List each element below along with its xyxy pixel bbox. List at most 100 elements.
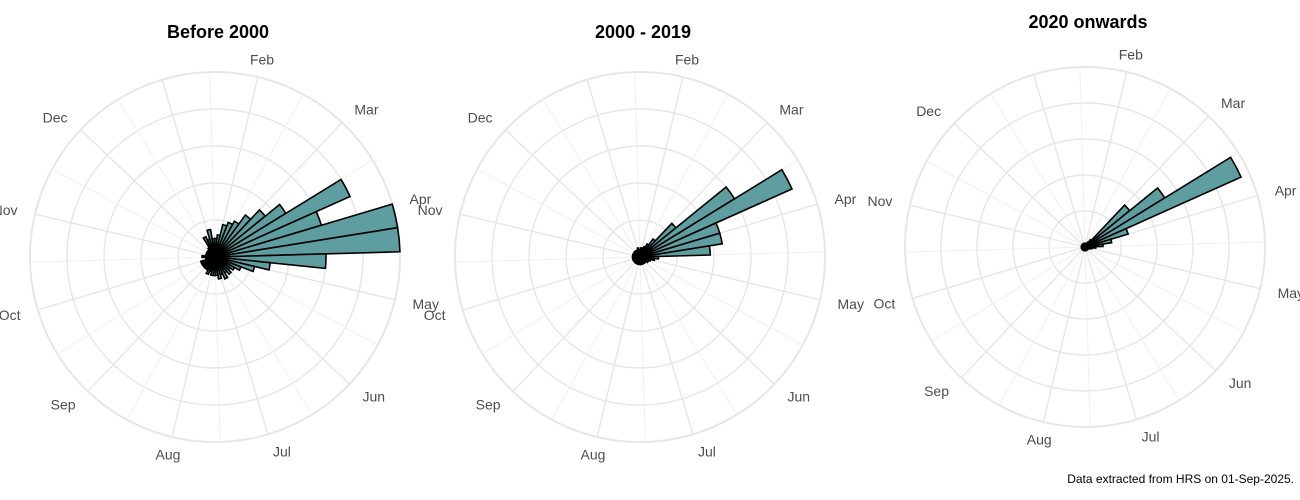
grid-ring	[940, 102, 1230, 392]
grid-spoke	[462, 256, 641, 311]
grid-spoke	[477, 168, 641, 258]
polar-chart-panel: 2000 - 2019 Feb Mar Apr May Jun Jul Aug Sep Oct No…	[418, 22, 864, 463]
grid-spoke	[214, 256, 350, 385]
polar-bar	[1084, 227, 1130, 248]
grid-spoke	[639, 256, 821, 301]
month-label: Mar	[1221, 95, 1245, 111]
grid-ring	[29, 71, 401, 443]
month-label: Aug	[156, 447, 181, 463]
grid-spoke	[30, 256, 216, 263]
grid-spoke	[1084, 246, 1261, 290]
month-label: Sep	[51, 397, 76, 413]
grid-spoke	[57, 256, 216, 355]
grid-spoke	[87, 256, 216, 392]
grid-spoke	[639, 76, 684, 258]
polar-bar	[214, 226, 401, 258]
chart-title: Before 2000	[167, 22, 269, 42]
month-label: May	[413, 296, 439, 312]
polar-bar	[639, 168, 794, 258]
month-label: Mar	[779, 102, 803, 118]
month-label: Apr	[835, 191, 857, 207]
month-label: Sep	[924, 383, 949, 399]
month-label: Aug	[581, 447, 606, 463]
grid-spoke	[80, 129, 216, 258]
grid-spoke	[1084, 246, 1091, 427]
chart-title: 2020 onwards	[1028, 12, 1147, 32]
month-label: Aug	[1027, 432, 1052, 448]
polar-bar	[1084, 156, 1243, 248]
month-label: Jul	[273, 444, 291, 460]
month-label: Mar	[354, 102, 378, 118]
month-label: Nov	[418, 202, 443, 218]
grid-ring	[66, 108, 364, 406]
month-label: Feb	[1119, 46, 1143, 62]
month-label: Nov	[0, 202, 18, 218]
grid-spoke	[209, 72, 216, 258]
polar-bar	[639, 244, 712, 258]
polar-bar	[1084, 238, 1113, 248]
polar-bar	[639, 232, 724, 258]
grid-spoke	[1084, 246, 1244, 334]
grid-ring	[976, 138, 1194, 356]
grid-spoke	[639, 256, 775, 385]
chart-title: 2000 - 2019	[595, 22, 691, 42]
grid-spoke	[639, 256, 646, 442]
month-label: Oct	[0, 307, 21, 323]
polar-chart-panel: Before 2000 Feb Mar Apr May Jun Jul Aug Sep Oct No…	[0, 22, 439, 463]
month-label: Jul	[1142, 429, 1160, 445]
month-label: Jun	[1229, 375, 1252, 391]
month-label: Feb	[675, 52, 699, 68]
month-label: Oct	[424, 307, 446, 323]
grid-spoke	[214, 256, 269, 435]
grid-spoke	[1042, 246, 1086, 423]
grid-ring	[565, 182, 715, 332]
grid-spoke	[1084, 246, 1180, 401]
grid-spoke	[639, 94, 729, 258]
month-label: Dec	[916, 103, 941, 119]
month-label: May	[838, 296, 864, 312]
grid-spoke	[214, 256, 378, 346]
grid-ring	[1048, 210, 1122, 284]
grid-spoke	[34, 213, 216, 258]
grid-spoke	[551, 256, 641, 420]
grid-ring	[602, 219, 678, 295]
grid-spoke	[960, 246, 1086, 379]
grid-spoke	[639, 256, 738, 415]
grid-ring	[491, 108, 789, 406]
grid-spoke	[214, 256, 221, 442]
grid-spoke	[161, 79, 216, 258]
grid-spoke	[1084, 241, 1265, 248]
grid-spoke	[931, 246, 1086, 342]
grid-spoke	[912, 246, 1086, 300]
grid-spoke	[1032, 74, 1086, 248]
month-label: Dec	[468, 110, 493, 126]
grid-spoke	[596, 256, 641, 438]
grid-spoke	[998, 246, 1086, 406]
grid-spoke	[990, 93, 1086, 248]
grid-spoke	[52, 168, 216, 258]
month-label: Jun	[788, 388, 811, 404]
grid-spoke	[586, 79, 641, 258]
grid-spoke	[926, 160, 1086, 248]
grid-spoke	[459, 213, 641, 258]
grid-spoke	[909, 204, 1086, 248]
grid-spoke	[1084, 246, 1138, 420]
month-label: Oct	[874, 296, 896, 312]
grid-spoke	[214, 256, 313, 415]
grid-ring	[454, 71, 826, 443]
month-label: Sep	[476, 397, 501, 413]
month-label: May	[1278, 285, 1300, 301]
grid-spoke	[639, 256, 803, 346]
grid-spoke	[1084, 246, 1217, 372]
grid-ring	[904, 66, 1266, 428]
polar-bar	[214, 253, 327, 270]
grid-spoke	[639, 256, 694, 435]
polar-chart-panel: 2020 onwards Feb Mar Apr May Jun Jul Aug Sep Oct N…	[867, 12, 1300, 448]
grid-spoke	[117, 99, 216, 258]
month-label: Jun	[363, 388, 386, 404]
polar-bar	[1082, 242, 1086, 248]
grid-spoke	[542, 99, 641, 258]
grid-ring	[528, 145, 752, 369]
month-label: Feb	[250, 52, 274, 68]
